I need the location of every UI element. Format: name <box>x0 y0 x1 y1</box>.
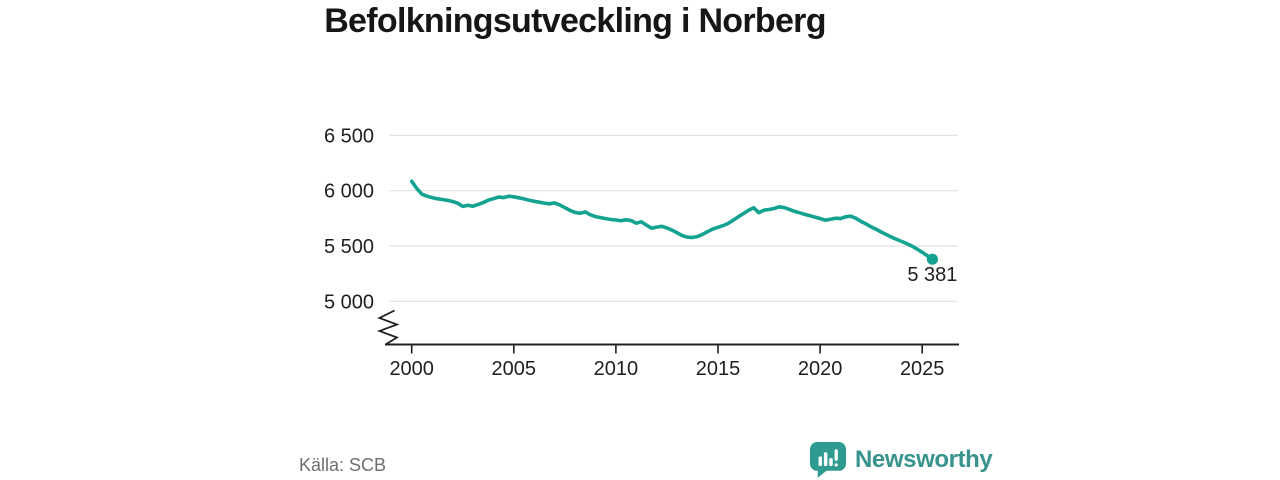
x-axis-labels: 2000 2005 2010 2015 2020 2025 <box>389 358 944 380</box>
bar-chart-exclamation-glyph <box>818 449 838 467</box>
x-axis-label: 2000 <box>389 358 434 380</box>
end-value-label: 5 381 <box>907 264 957 286</box>
x-axis-label: 2025 <box>900 358 945 380</box>
end-point-dot <box>926 253 939 265</box>
page-title: Befolkningsutveckling i Norberg <box>324 2 826 40</box>
y-axis-labels: 6 500 6 000 5 500 5 000 <box>324 125 374 313</box>
population-line <box>409 179 935 262</box>
newsworthy-speech-bubble-bar-chart-icon <box>810 442 846 478</box>
newsworthy-wordmark: Newsworthy <box>855 445 993 473</box>
newsworthy-logo[interactable]: Newsworthy <box>809 441 993 478</box>
x-axis-label: 2005 <box>492 358 537 380</box>
grid-lines <box>389 134 958 302</box>
x-axis-label: 2010 <box>594 358 639 380</box>
x-axis-label: 2015 <box>696 358 741 380</box>
y-axis-label: 6 000 <box>324 181 374 203</box>
source-label: Källa: SCB <box>299 455 387 475</box>
y-axis-label: 5 000 <box>324 291 374 313</box>
x-axis-ticks <box>410 344 924 354</box>
y-axis-label: 6 500 <box>324 125 374 147</box>
axis-break-icon <box>376 309 400 346</box>
x-axis-label: 2020 <box>798 358 843 380</box>
y-axis-label: 5 500 <box>324 236 374 258</box>
